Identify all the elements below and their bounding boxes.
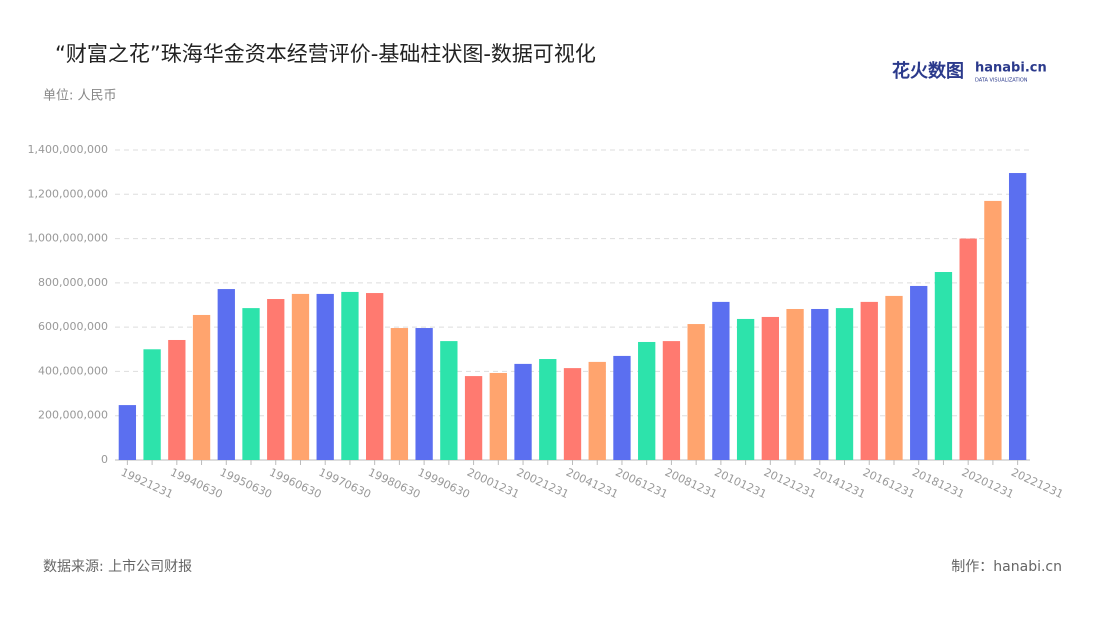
- bar: [539, 359, 557, 460]
- bar: [638, 341, 656, 460]
- bar: [712, 301, 730, 460]
- bar: [934, 272, 953, 460]
- x-tick-label: 20081231: [663, 466, 719, 501]
- bar: [415, 328, 433, 460]
- x-tick-label: 19990630: [416, 466, 472, 501]
- bar: [835, 308, 854, 460]
- bar: [143, 349, 161, 460]
- bar: [563, 368, 582, 460]
- bar: [168, 339, 186, 460]
- x-tick-label: 20161231: [861, 466, 917, 501]
- x-tick-label: 20041231: [564, 466, 620, 501]
- bar: [118, 405, 137, 460]
- x-tick-label: 19921231: [119, 466, 175, 501]
- bar: [440, 341, 458, 460]
- bar: [736, 318, 755, 460]
- y-tick-label: 1,400,000,000: [28, 143, 108, 156]
- bar: [489, 372, 507, 460]
- bar: [192, 314, 211, 460]
- bar: [366, 293, 384, 460]
- bar: [588, 361, 606, 460]
- bar: [390, 328, 409, 460]
- x-tick-label: 19950630: [218, 466, 274, 501]
- bar: [662, 341, 681, 460]
- bar: [267, 299, 285, 460]
- x-tick-label: 20221231: [1009, 466, 1065, 501]
- y-tick-label: 600,000,000: [38, 320, 108, 333]
- y-tick-label: 200,000,000: [38, 409, 108, 422]
- x-tick-label: 20121231: [762, 466, 818, 501]
- y-tick-label: 0: [101, 453, 108, 466]
- bar: [613, 355, 631, 460]
- bar: [514, 363, 532, 460]
- y-tick-label: 1,000,000,000: [28, 232, 108, 245]
- bar: [910, 285, 928, 460]
- y-tick-label: 1,200,000,000: [28, 187, 108, 200]
- bar: [984, 200, 1002, 460]
- unit-label: 单位: 人民币: [43, 89, 117, 104]
- x-tick-label: 19960630: [267, 466, 323, 501]
- bar: [316, 293, 334, 460]
- x-tick-label: 20021231: [515, 466, 571, 501]
- x-tick-label: 20001231: [465, 466, 521, 501]
- logo-en: hanabi.cn: [975, 61, 1047, 76]
- chart-title: “财富之花”珠海华金资本经营评价-基础柱状图-数据可视化: [55, 42, 596, 66]
- bar: [761, 316, 779, 460]
- bar: [291, 293, 310, 460]
- bar: [1008, 173, 1027, 460]
- logo-cn: 花火数图: [892, 60, 964, 82]
- x-tick-label: 20061231: [613, 466, 669, 501]
- logo-tagline: DATA VISUALIZATION: [975, 78, 1028, 84]
- bar: [217, 289, 235, 460]
- bar: [242, 308, 260, 460]
- x-tick-label: 19940630: [168, 466, 224, 501]
- x-tick-label: 20201231: [960, 466, 1016, 501]
- y-tick-label: 400,000,000: [38, 364, 108, 377]
- x-tick-label: 19980630: [366, 466, 422, 501]
- credit: 制作：hanabi.cn: [951, 559, 1062, 575]
- bar: [786, 308, 804, 460]
- bar: [464, 376, 483, 460]
- y-tick-label: 800,000,000: [38, 276, 108, 289]
- bar: [341, 291, 359, 460]
- x-tick-label: 20101231: [712, 466, 768, 501]
- source: 数据来源: 上市公司财报: [43, 558, 192, 575]
- bar: [860, 301, 878, 460]
- x-tick-label: 19970630: [317, 466, 373, 501]
- bar: [959, 238, 977, 460]
- bar: [885, 295, 903, 460]
- bar: [811, 308, 829, 460]
- x-tick-label: 20181231: [910, 466, 966, 501]
- x-tick-label: 20141231: [811, 466, 867, 501]
- bar: [687, 324, 705, 460]
